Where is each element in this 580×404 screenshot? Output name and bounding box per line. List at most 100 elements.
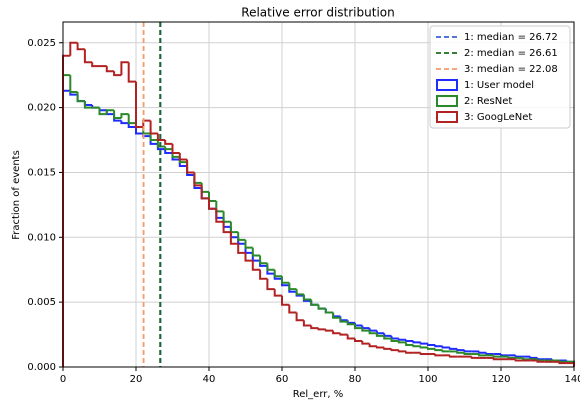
histogram-step xyxy=(156,133,166,142)
histogram-step xyxy=(375,333,385,337)
histogram-step xyxy=(62,89,71,367)
histogram-step xyxy=(193,172,202,187)
y-tick-label: 0.025 xyxy=(27,38,56,49)
histogram-step xyxy=(332,312,341,318)
histogram-step xyxy=(434,354,443,357)
histogram-step xyxy=(200,182,209,193)
histogram-step xyxy=(478,354,487,357)
chart-title: Relative error distribution xyxy=(241,6,394,20)
histogram-step xyxy=(164,149,173,154)
histogram-step xyxy=(397,341,407,344)
histogram-step xyxy=(266,278,275,291)
histogram-step xyxy=(98,107,107,116)
histogram-step xyxy=(273,289,282,297)
histogram-step xyxy=(521,357,531,361)
histogram-step xyxy=(324,329,334,332)
histogram-step xyxy=(120,113,129,118)
histogram-step xyxy=(361,328,370,332)
legend-swatch xyxy=(436,95,458,107)
histogram-step xyxy=(215,200,224,213)
histogram-step xyxy=(412,344,421,348)
x-tick-label: 100 xyxy=(418,374,437,385)
histogram-step xyxy=(62,74,71,367)
histogram-step xyxy=(208,191,217,202)
histogram-step xyxy=(251,260,261,271)
histogram-step xyxy=(83,49,93,64)
histogram-step xyxy=(222,221,231,234)
histogram-step xyxy=(186,159,195,174)
histogram-step xyxy=(120,120,129,125)
histogram-step xyxy=(390,335,399,340)
histogram-step xyxy=(405,351,414,354)
histogram-step xyxy=(514,359,523,362)
histogram-step xyxy=(69,75,78,94)
histogram-step xyxy=(375,330,385,335)
histogram-step xyxy=(390,338,399,343)
histogram-step xyxy=(200,188,209,200)
histogram-step xyxy=(478,351,487,354)
histogram-step xyxy=(441,350,450,353)
histogram-step xyxy=(120,61,129,76)
y-tick-label: 0.010 xyxy=(27,232,56,243)
histogram-step xyxy=(448,355,458,358)
histogram-step xyxy=(273,269,282,278)
histogram-step xyxy=(215,208,224,219)
histogram-step xyxy=(339,317,348,323)
histogram-step xyxy=(288,282,297,291)
histogram-step xyxy=(208,198,217,210)
histogram-step xyxy=(317,304,326,310)
histogram-step xyxy=(354,338,363,343)
histogram-step xyxy=(200,185,209,200)
histogram-step xyxy=(156,140,166,148)
histogram-step xyxy=(361,325,370,330)
legend-label: 2: median = 26.61 xyxy=(464,48,558,59)
histogram-step xyxy=(164,146,173,151)
histogram-step xyxy=(419,342,428,345)
x-tick-label: 80 xyxy=(349,374,362,385)
histogram-step xyxy=(135,127,144,135)
x-tick-label: 40 xyxy=(203,374,216,385)
histogram-step xyxy=(368,328,377,332)
histogram-step xyxy=(266,263,275,271)
histogram-step xyxy=(208,198,217,210)
legend-label: 1: median = 26.72 xyxy=(464,32,558,43)
histogram-step xyxy=(419,352,428,356)
histogram-step xyxy=(536,360,545,363)
histogram-step xyxy=(339,316,348,322)
histogram-step xyxy=(83,101,93,109)
histogram-step xyxy=(368,343,377,348)
x-tick-label: 120 xyxy=(491,374,510,385)
histogram-step xyxy=(69,41,78,56)
histogram-step xyxy=(295,289,304,296)
plot-frame xyxy=(62,21,575,368)
histogram-step xyxy=(171,143,180,154)
histogram-step xyxy=(332,330,341,335)
histogram-step xyxy=(346,334,355,340)
histogram-step xyxy=(507,356,516,359)
histogram-step xyxy=(434,348,443,352)
legend-label: 3: GoogLeNet xyxy=(464,112,532,123)
legend-box xyxy=(429,25,571,129)
histogram-step xyxy=(346,321,355,326)
histogram-step xyxy=(127,123,136,129)
histogram-step xyxy=(149,120,158,135)
y-tick-label: 0.015 xyxy=(27,167,56,178)
histogram-step xyxy=(288,304,297,314)
histogram-step xyxy=(302,294,312,301)
legend-label: 3: median = 22.08 xyxy=(464,64,558,75)
histogram-step xyxy=(186,162,195,174)
histogram-step xyxy=(332,312,341,319)
histogram-step xyxy=(317,328,326,331)
histogram-step xyxy=(427,343,436,346)
histogram-step xyxy=(470,356,480,359)
legend-swatch xyxy=(436,111,458,123)
histogram-step xyxy=(229,232,239,245)
histogram-step xyxy=(375,346,385,349)
histogram-step xyxy=(310,299,319,306)
histogram-step xyxy=(76,92,85,103)
histogram-step xyxy=(295,312,304,322)
histogram-step xyxy=(558,361,567,365)
histogram-step xyxy=(434,344,443,348)
y-tick-label: 0.000 xyxy=(27,362,56,373)
